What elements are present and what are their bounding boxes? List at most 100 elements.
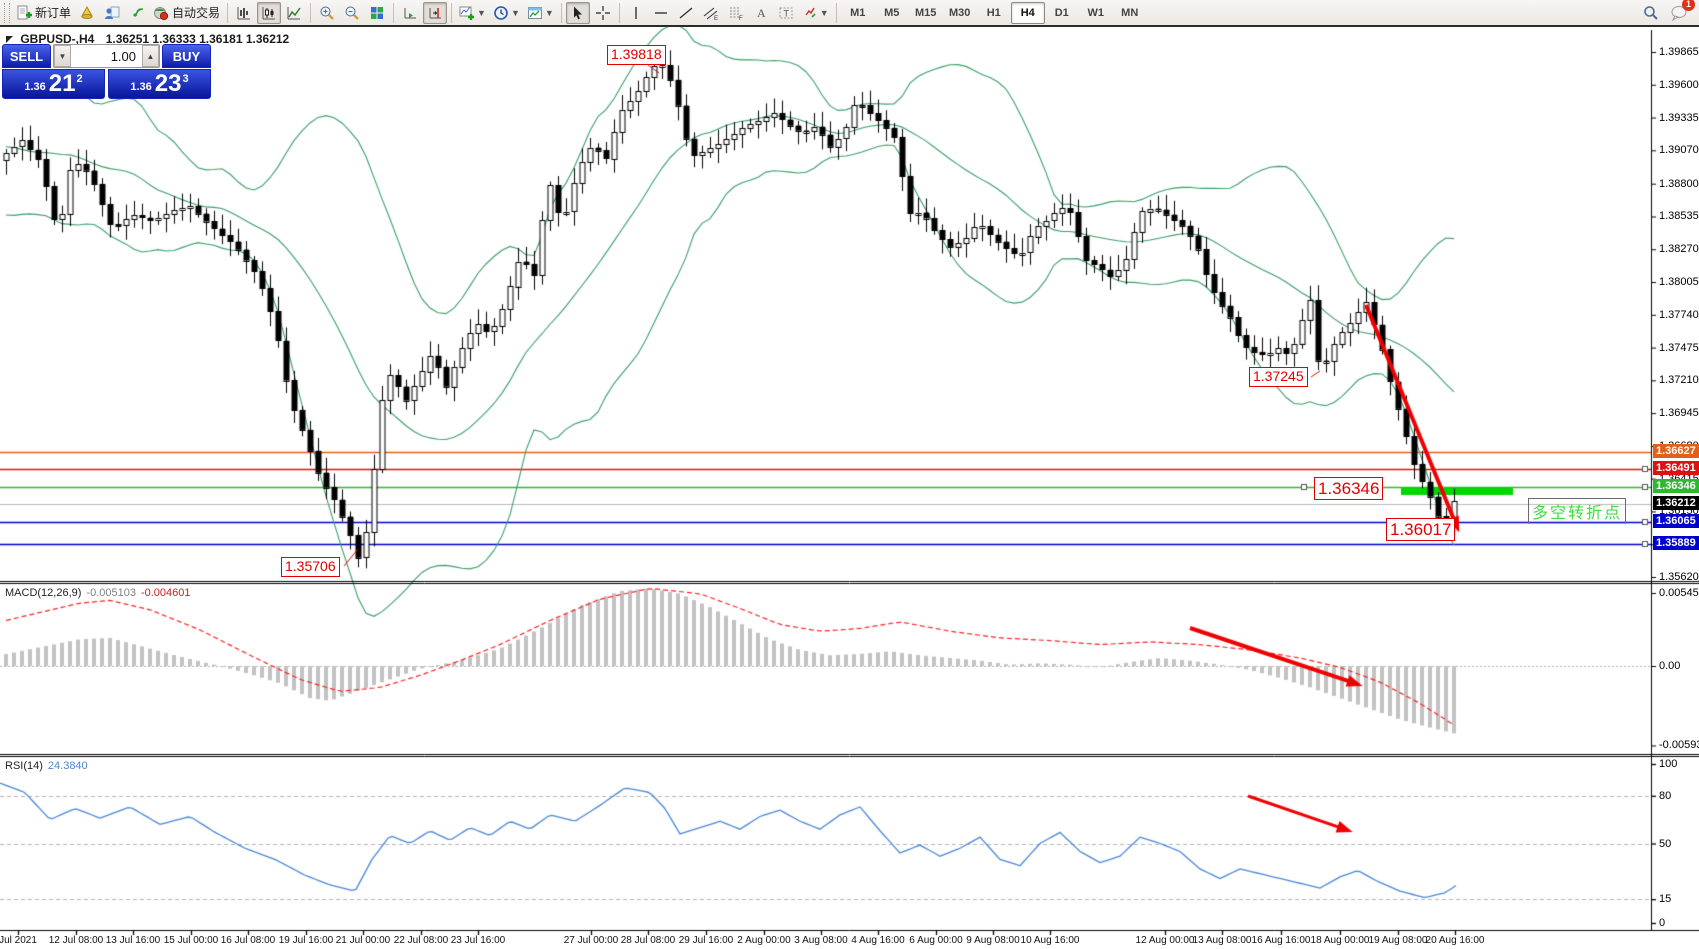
price-callout-label[interactable]: 1.36017	[1386, 518, 1456, 542]
dropdown-caret: ▼	[510, 7, 520, 18]
price-callout-label[interactable]: 1.39818	[607, 45, 666, 65]
arrows-button[interactable]: ▼	[799, 2, 832, 24]
time-axis-label: 19 Jul 16:00	[278, 935, 334, 946]
time-axis-label: 10 Aug 16:00	[1020, 935, 1080, 946]
time-axis-label: 16 Aug 16:00	[1251, 935, 1311, 946]
price-axis-label: 1.38005	[1659, 276, 1699, 289]
buy-price-big: 23	[154, 70, 182, 97]
trendline-button[interactable]	[674, 2, 698, 24]
vertical-line-button[interactable]	[624, 2, 648, 24]
timeframe-bar: M1 M5 M15 M30 H1 H4 D1 W1 MN	[841, 1, 1147, 24]
time-axis-label: 29 Jul 16:00	[678, 935, 734, 946]
buy-price-sup: 3	[182, 73, 189, 85]
fibonacci-button[interactable]: F	[724, 2, 748, 24]
indicators-button[interactable]: ▼	[456, 2, 489, 24]
timeframe-button-M5[interactable]: M5	[884, 6, 900, 19]
toolbar: 新订单 自动交易 ▼ ▼ ▼ E F A T ▼ M1 M5 M15 M30 H1 H4 D…	[0, 0, 1699, 27]
horizontal-line-icon	[653, 5, 669, 21]
timeframe-button-D1[interactable]: D1	[1054, 6, 1069, 19]
price-axis-label: 1.38535	[1659, 210, 1699, 223]
search-button[interactable]	[1639, 2, 1663, 24]
one-click-collapse-icon[interactable]	[6, 36, 13, 43]
chart-shift-button[interactable]	[423, 1, 448, 24]
price-axis-label: 1.38800	[1659, 177, 1699, 190]
zoom-out-button[interactable]	[340, 2, 364, 24]
timeframe-button-H1[interactable]: H1	[986, 6, 1001, 19]
time-axis-label: 13 Jul 16:00	[105, 935, 161, 946]
one-click-trading-panel: SELL ▼ ▲ BUY 1.36 21 2 1.36 23 3	[2, 44, 211, 99]
dropdown-caret: ▼	[544, 7, 554, 18]
chart-candles-button[interactable]	[257, 1, 282, 24]
toolbar-drag-handle[interactable]	[4, 2, 10, 23]
signal-button[interactable]	[125, 2, 149, 24]
buy-price[interactable]: 1.36 23 3	[108, 69, 211, 99]
ohlc-values: 1.36251 1.36333 1.36181 1.36212	[105, 32, 290, 46]
svg-text:T: T	[783, 8, 789, 18]
price-callout-label[interactable]: 1.35706	[281, 557, 340, 577]
macd-axis-label: 0.00	[1659, 660, 1681, 672]
periods-button[interactable]: ▼	[490, 2, 523, 24]
bars-chart-icon	[236, 5, 252, 21]
equidistant-channel-button[interactable]: E	[699, 2, 723, 24]
chat-button[interactable]: 1	[1667, 0, 1695, 24]
new-order-button[interactable]: 新订单	[13, 2, 74, 24]
cursor-button[interactable]	[565, 1, 590, 24]
templates-icon	[527, 5, 543, 21]
volume-decrease-button[interactable]: ▼	[54, 45, 71, 67]
price-badge: 1.35889	[1653, 535, 1699, 550]
price-axis-label: 1.38270	[1659, 243, 1699, 256]
sell-price-sup: 2	[76, 73, 83, 85]
candles-chart-icon	[261, 5, 277, 21]
autotrading-icon	[153, 5, 169, 21]
price-callout-label[interactable]: 1.36346	[1314, 477, 1384, 501]
time-axis-label: 15 Jul 00:00	[163, 935, 219, 946]
zoom-out-icon	[344, 5, 360, 21]
autotrading-button[interactable]: 自动交易	[150, 2, 223, 24]
timeframe-button-H4[interactable]: H4	[1010, 1, 1045, 24]
chart-bars-button[interactable]	[232, 2, 256, 24]
rsi-axis-label: 15	[1659, 893, 1672, 906]
chart-title: GBPUSD-,H4 1.36251 1.36333 1.36181 1.362…	[6, 32, 289, 46]
autoscroll-button[interactable]	[398, 2, 422, 24]
timeframe-button-M1[interactable]: M1	[850, 6, 866, 19]
text-label-button[interactable]: T	[774, 2, 798, 24]
search-icon	[1643, 5, 1659, 21]
styles-bucket-button[interactable]	[75, 2, 99, 24]
horizontal-line-button[interactable]	[649, 2, 673, 24]
arrows-icon	[802, 5, 818, 21]
time-axis-label: 12 Aug 00:00	[1135, 935, 1195, 946]
timeframe-button-W1[interactable]: W1	[1087, 6, 1104, 19]
text-button[interactable]: A	[749, 2, 773, 24]
turning-point-annotation[interactable]: 多空转折点	[1528, 498, 1627, 524]
autoscroll-icon	[402, 5, 418, 21]
sell-price[interactable]: 1.36 21 2	[2, 69, 105, 99]
chart-line-button[interactable]	[282, 2, 306, 24]
chat-icon	[1670, 5, 1688, 21]
buy-button[interactable]: BUY	[162, 44, 211, 68]
price-callout-label[interactable]: 1.37245	[1249, 367, 1308, 387]
volume-input[interactable]	[71, 45, 142, 67]
rsi-axis-label: 0	[1659, 917, 1666, 929]
time-axis-label: 2 Aug 00:00	[737, 935, 791, 946]
volume-increase-button[interactable]: ▲	[142, 45, 159, 67]
rsi-axis-label: 50	[1659, 837, 1672, 850]
sell-button[interactable]: SELL	[2, 44, 51, 68]
autotrading-label: 自动交易	[172, 6, 221, 20]
timeframe-button-MN[interactable]: MN	[1121, 6, 1139, 19]
crosshair-button[interactable]	[591, 2, 615, 24]
templates-button[interactable]: ▼	[524, 2, 557, 24]
time-axis-label: 13 Aug 08:00	[1192, 935, 1252, 946]
timeframe-button-M15[interactable]: M15	[915, 6, 937, 19]
timeframe-button-M30[interactable]: M30	[949, 6, 971, 19]
zoom-in-icon	[319, 5, 335, 21]
sell-price-small: 1.36	[24, 81, 46, 93]
price-axis-label: 1.39600	[1659, 78, 1699, 91]
rsi-name: RSI(14)	[5, 760, 43, 772]
price-axis-label: 1.39865	[1659, 46, 1699, 58]
rsi-label: RSI(14) 24.3840	[5, 760, 88, 772]
tile-windows-button[interactable]	[365, 2, 389, 24]
time-axis-label: 12 Jul 08:00	[48, 935, 104, 946]
zoom-in-button[interactable]	[315, 2, 339, 24]
profile-button[interactable]	[100, 2, 124, 24]
